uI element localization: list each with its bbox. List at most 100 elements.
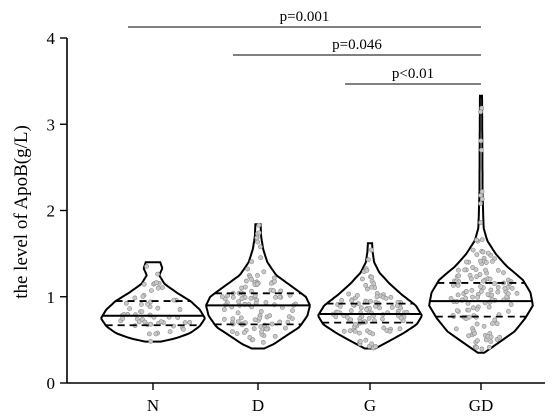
- data-point: [448, 295, 454, 301]
- data-point: [478, 201, 483, 206]
- violin-d: [205, 222, 311, 350]
- data-point: [289, 316, 295, 321]
- data-point: [358, 305, 364, 311]
- y-axis-title: the level of ApoB(g/L): [11, 125, 32, 299]
- data-point: [267, 313, 272, 319]
- data-point: [368, 298, 373, 304]
- data-point: [488, 334, 494, 340]
- data-point: [255, 272, 260, 278]
- data-point: [221, 307, 227, 312]
- data-point: [339, 297, 344, 303]
- data-point: [495, 289, 501, 295]
- data-point: [364, 267, 370, 273]
- data-point: [258, 324, 264, 330]
- data-point: [387, 328, 393, 334]
- data-point: [486, 304, 492, 310]
- violin-group: [100, 94, 534, 354]
- data-point: [251, 326, 257, 332]
- data-point: [398, 305, 403, 311]
- data-point: [349, 298, 355, 303]
- data-point: [249, 276, 254, 282]
- data-point: [478, 284, 483, 289]
- data-point: [356, 330, 362, 336]
- data-point: [483, 260, 489, 265]
- data-point: [245, 266, 250, 272]
- data-point: [453, 326, 459, 332]
- data-point: [153, 331, 159, 337]
- data-point: [474, 321, 480, 327]
- data-point: [489, 292, 495, 298]
- data-point: [389, 304, 395, 310]
- data-point: [508, 302, 514, 307]
- data-point: [474, 306, 480, 312]
- data-point: [230, 294, 236, 300]
- data-point: [485, 292, 491, 297]
- data-point: [230, 316, 236, 322]
- data-point: [477, 272, 483, 277]
- data-point: [501, 270, 506, 276]
- data-point: [337, 303, 343, 309]
- data-point: [494, 321, 500, 327]
- data-point: [379, 316, 385, 322]
- data-point: [167, 329, 173, 335]
- data-point: [363, 282, 369, 288]
- data-point: [352, 321, 358, 327]
- data-point: [398, 315, 404, 321]
- data-point: [488, 287, 494, 293]
- data-point: [505, 291, 511, 297]
- data-point: [502, 286, 508, 291]
- data-point: [256, 230, 262, 236]
- data-point: [180, 326, 186, 332]
- data-point: [359, 276, 365, 282]
- data-point: [495, 267, 501, 273]
- data-point: [243, 278, 249, 284]
- data-point: [456, 273, 461, 279]
- data-point: [481, 323, 487, 329]
- data-point: [148, 321, 154, 327]
- data-point: [257, 244, 263, 250]
- data-point: [239, 285, 244, 291]
- data-point: [127, 306, 133, 312]
- y-tick-label: 2: [47, 202, 56, 221]
- y-tick-label: 0: [47, 374, 56, 393]
- data-point: [341, 328, 347, 334]
- data-point: [485, 250, 491, 256]
- data-point: [509, 285, 515, 291]
- violin-g: [317, 242, 423, 351]
- data-point: [473, 267, 479, 272]
- data-point: [219, 294, 225, 300]
- data-point: [474, 237, 479, 243]
- data-point: [466, 307, 472, 313]
- data-point: [238, 315, 244, 321]
- data-point: [369, 341, 374, 347]
- data-point: [139, 309, 145, 314]
- data-point: [480, 278, 486, 284]
- data-point: [160, 285, 165, 291]
- data-point: [273, 294, 278, 300]
- data-point: [282, 325, 288, 331]
- data-point: [470, 247, 476, 253]
- data-point: [478, 288, 484, 294]
- data-point: [479, 346, 485, 352]
- data-point: [478, 109, 483, 115]
- y-tick-label: 4: [47, 29, 56, 48]
- data-point: [239, 296, 245, 301]
- data-point: [470, 265, 476, 270]
- data-point: [489, 321, 495, 326]
- x-tick-label: N: [147, 396, 159, 415]
- x-tick-label: G: [364, 396, 376, 415]
- data-point: [235, 310, 241, 316]
- data-point: [234, 331, 240, 337]
- data-point: [489, 258, 495, 264]
- data-point: [250, 337, 256, 343]
- data-point: [346, 291, 352, 297]
- data-point: [264, 326, 270, 332]
- data-point: [479, 147, 484, 153]
- data-point: [260, 339, 266, 345]
- data-point: [478, 220, 483, 225]
- data-point: [487, 276, 493, 282]
- data-point: [261, 269, 267, 275]
- data-point: [256, 222, 262, 228]
- data-point: [158, 319, 164, 324]
